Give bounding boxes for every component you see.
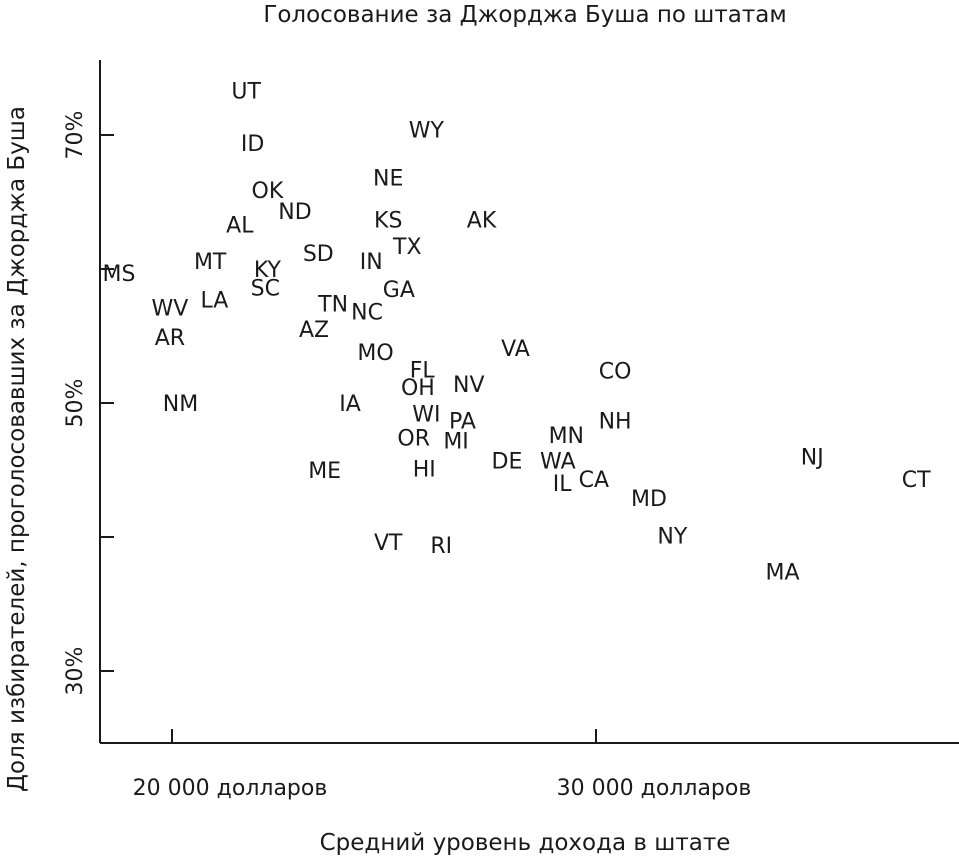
data-point-nj: NJ [801, 445, 824, 470]
data-point-in: IN [360, 250, 383, 275]
data-point-ia: IA [339, 392, 361, 417]
data-point-vt: VT [374, 531, 403, 556]
data-point-mi: MI [443, 429, 468, 454]
y-tick-label: 50% [63, 379, 88, 428]
data-point-wy: WY [409, 118, 445, 143]
data-point-ms: MS [103, 262, 136, 287]
data-point-ct: CT [902, 468, 931, 493]
data-point-nv: NV [453, 373, 485, 398]
data-point-ca: CA [579, 468, 609, 493]
data-point-me: ME [308, 459, 341, 484]
data-point-ga: GA [383, 278, 415, 303]
data-point-hi: HI [413, 458, 436, 483]
data-point-ny: NY [657, 525, 687, 550]
data-point-id: ID [241, 132, 264, 157]
data-point-la: LA [200, 289, 228, 314]
data-point-sc: SC [251, 277, 280, 302]
data-point-md: MD [631, 487, 667, 512]
data-point-pa: PA [449, 409, 476, 434]
x-axis-title: Средний уровень дохода в штате [320, 830, 731, 856]
data-point-az: AZ [299, 318, 329, 343]
data-point-fl: FL [410, 358, 436, 383]
data-point-nh: NH [599, 409, 632, 434]
data-point-nm: NM [163, 392, 198, 417]
data-point-oh: OH [401, 376, 435, 401]
axes [99, 60, 959, 744]
data-point-nd: ND [278, 200, 311, 225]
data-point-wa: WA [540, 449, 576, 474]
data-point-al: AL [226, 214, 254, 239]
x-ticks: 20 000 долларов 30 000 долларов [133, 729, 752, 801]
data-point-mt: MT [194, 250, 227, 275]
x-tick-label: 20 000 долларов [133, 776, 328, 801]
y-tick-label: 70% [63, 111, 88, 160]
data-point-or: OR [397, 427, 430, 452]
x-tick-label: 30 000 долларов [557, 776, 752, 801]
y-tick-label: 30% [63, 647, 88, 696]
data-point-co: CO [599, 360, 632, 385]
data-point-ri: RI [430, 534, 452, 559]
data-point-ut: UT [231, 80, 261, 105]
data-point-sd: SD [303, 242, 334, 267]
data-point-mo: MO [357, 341, 393, 366]
y-axis-title: Доля избирателей, проголосовавших за Джо… [4, 106, 30, 792]
data-point-nc: NC [351, 301, 383, 326]
data-point-tx: TX [392, 235, 422, 260]
data-point-ar: AR [155, 326, 185, 351]
data-point-tn: TN [317, 293, 348, 318]
chart-title: Голосование за Джорджа Буша по штатам [263, 2, 786, 28]
data-point-il: IL [553, 472, 572, 497]
y-ticks: 30% 50% 70% [63, 111, 114, 696]
data-point-ne: NE [373, 167, 403, 192]
data-point-wi: WI [412, 403, 440, 428]
data-point-va: VA [501, 337, 530, 362]
data-point-de: DE [492, 449, 523, 474]
data-point-ak: AK [467, 208, 497, 233]
data-point-ok: OK [252, 179, 284, 204]
data-point-ky: KY [254, 258, 282, 283]
data-point-ks: KS [374, 208, 402, 233]
data-point-wv: WV [151, 297, 188, 322]
data-point-mn: MN [549, 424, 584, 449]
data-point-ma: MA [766, 561, 800, 586]
